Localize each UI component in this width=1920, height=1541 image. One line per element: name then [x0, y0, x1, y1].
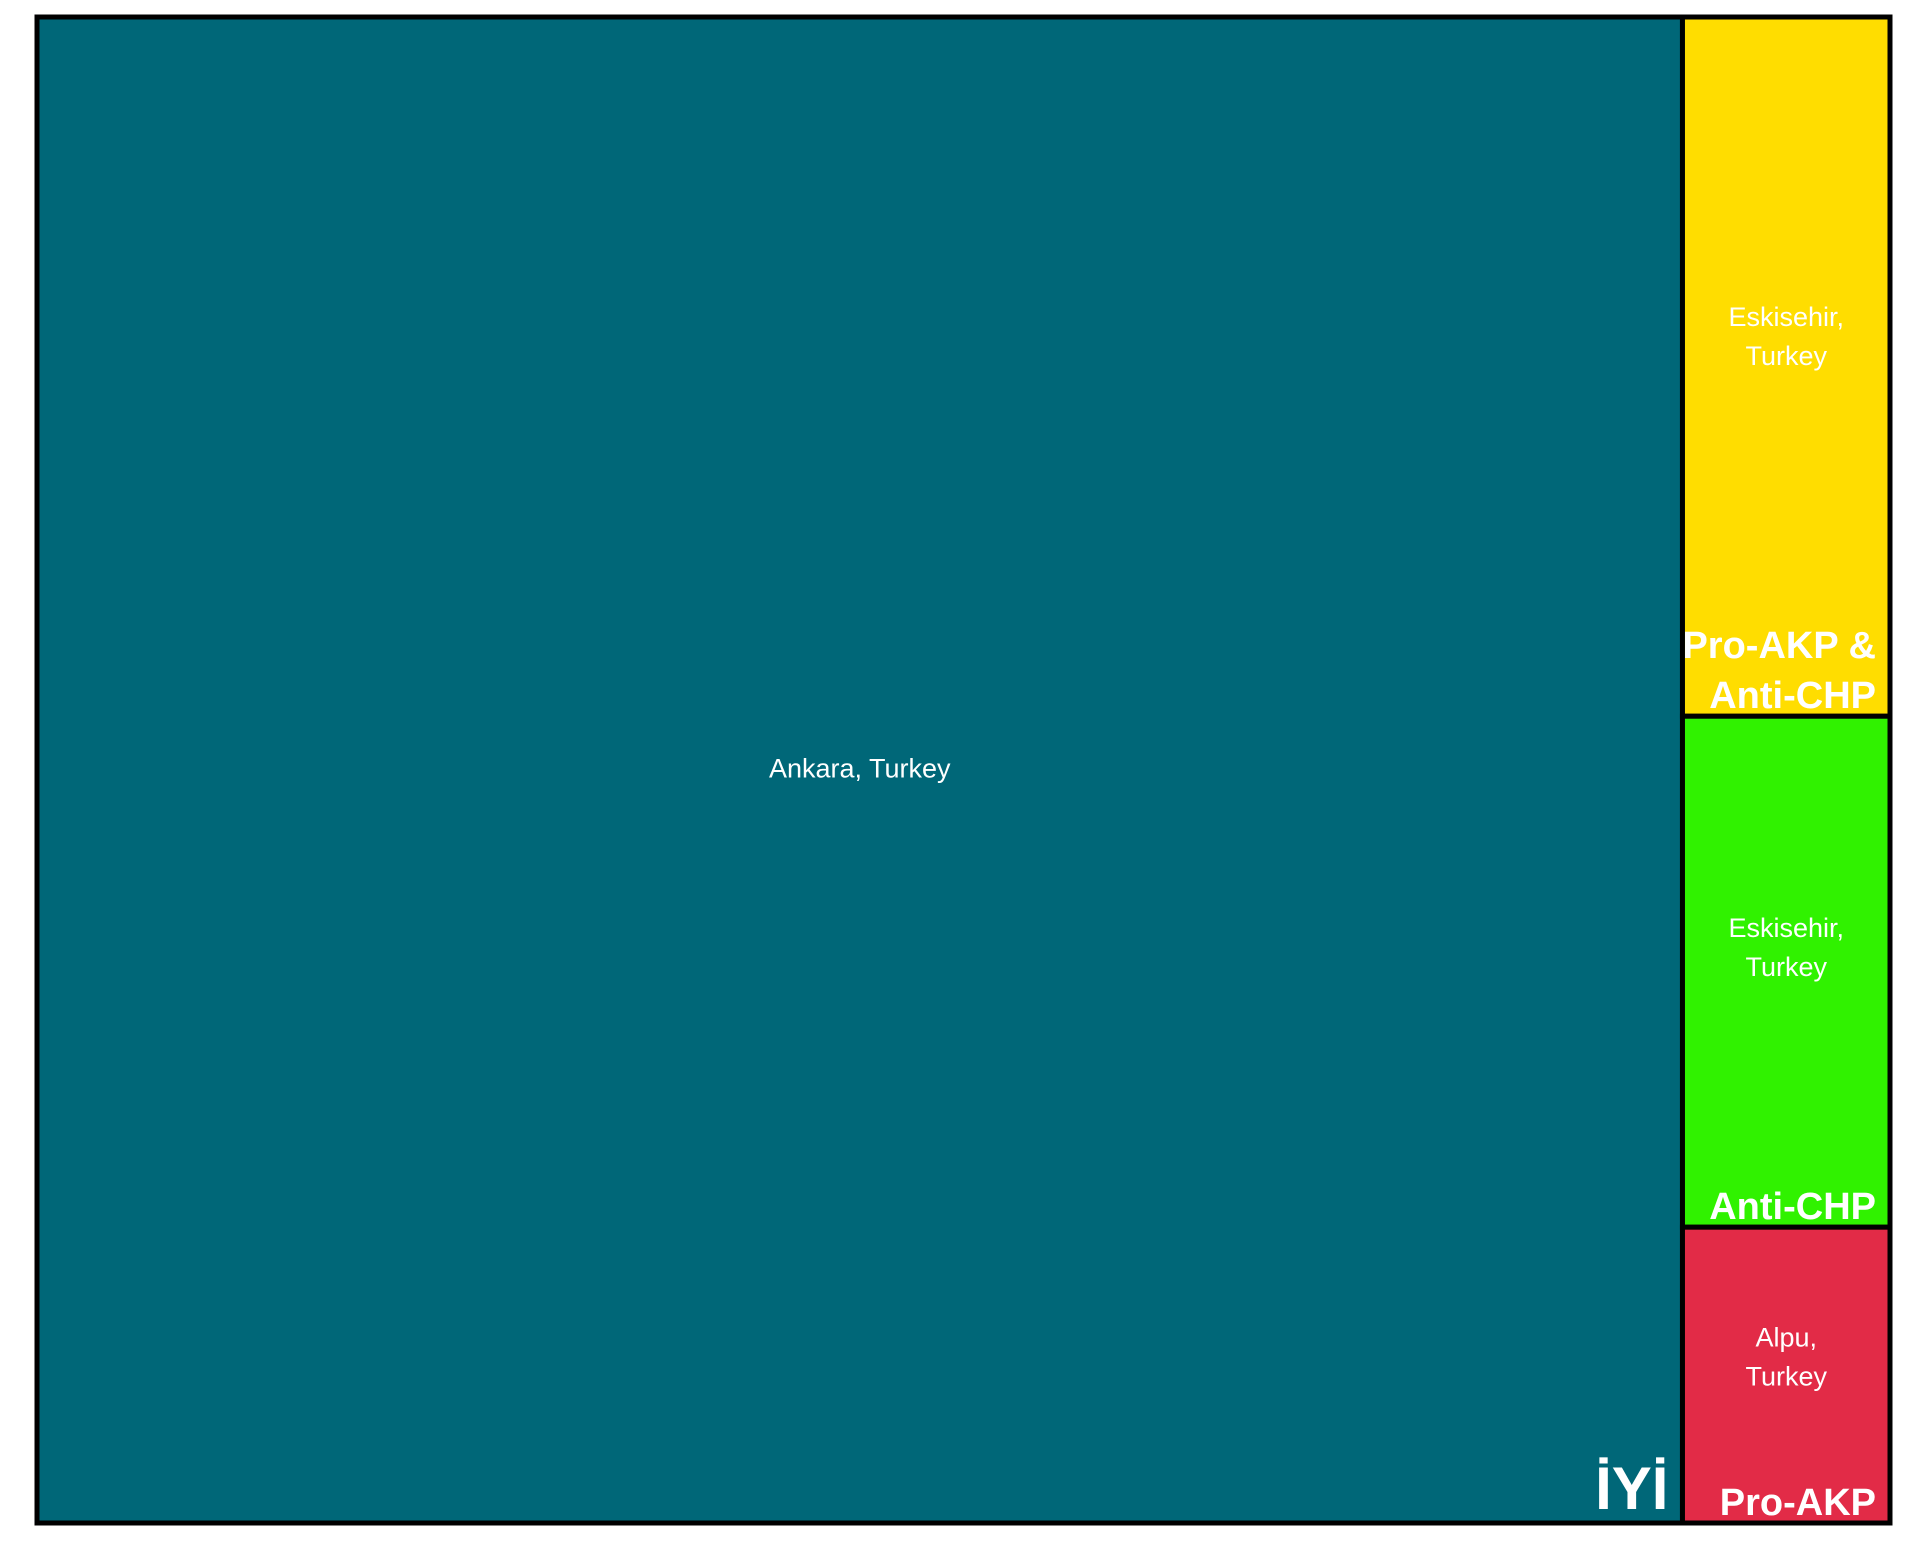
treemap-cell-pro-akp [1679, 1224, 1893, 1526]
treemap-item-label: Ankara, Turkey [769, 754, 951, 784]
treemap-group-label: Anti-CHP [1709, 1186, 1876, 1228]
treemap-cell-anti-chp [1679, 713, 1893, 1230]
treemap-frame [34, 14, 1893, 1526]
treemap-group-label: Pro-AKP [1720, 1482, 1876, 1524]
treemap-item-label: Alpu, Turkey [1745, 1323, 1827, 1392]
treemap-group-label: Pro-AKP & Anti-CHP [1682, 625, 1876, 717]
treemap-cell-pro-akp-anti-chp [1679, 14, 1893, 719]
treemap-group-label: İYİ [1595, 1455, 1668, 1522]
treemap-cell-i-yi [34, 14, 1685, 1526]
treemap-item-label: Eskisehir, Turkey [1728, 302, 1844, 371]
treemap-item-label: Eskisehir, Turkey [1728, 913, 1844, 982]
